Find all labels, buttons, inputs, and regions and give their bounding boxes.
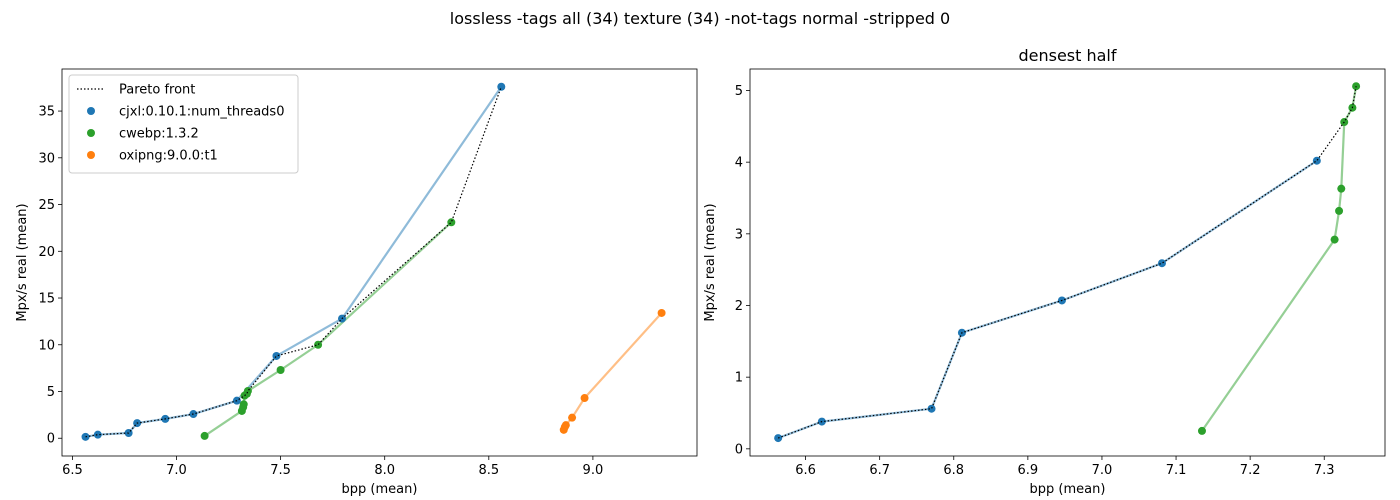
x-tick-label: 8.5 — [478, 463, 499, 478]
y-tick-label: 30 — [38, 151, 55, 166]
y-tick-label: 3 — [735, 227, 743, 242]
y-tick-label: 2 — [735, 299, 743, 314]
x-tick-label: 7.5 — [270, 463, 291, 478]
series-line — [777, 159, 1318, 440]
legend-label: oxipng:9.0.0:t1 — [119, 149, 218, 164]
data-point — [447, 218, 456, 227]
y-tick-label: 0 — [735, 442, 743, 457]
axes-frame — [749, 68, 1386, 457]
series-line — [1201, 86, 1358, 432]
data-point — [276, 366, 285, 374]
x-axis-label: bpp (mean) — [1030, 482, 1106, 497]
x-tick-label: 7.2 — [1240, 463, 1261, 478]
data-point — [927, 404, 936, 413]
plot-area — [774, 82, 1361, 443]
y-tick-label: 0 — [47, 432, 55, 447]
data-point — [561, 421, 570, 430]
x-tick-label: 9.0 — [583, 463, 604, 478]
data-point — [497, 82, 506, 91]
chart-title: densest half — [1018, 46, 1116, 65]
y-tick-label: 15 — [38, 292, 55, 307]
legend: Pareto front cjxl:0.10.1:num_threads0cweb… — [68, 74, 299, 174]
y-tick-label: 20 — [38, 245, 55, 260]
data-point — [243, 386, 252, 395]
y-axis-label: Mpx/s real (mean) — [703, 203, 718, 321]
y-tick-label: 5 — [47, 385, 55, 400]
y-tick-label: 4 — [735, 156, 743, 171]
x-tick-label: 6.7 — [869, 463, 890, 478]
y-tick-label: 5 — [735, 84, 743, 99]
y-tick-label: 25 — [38, 198, 55, 213]
data-point — [657, 308, 666, 317]
x-axis-label: bpp (mean) — [342, 482, 418, 497]
x-tick-label: 6.9 — [1018, 463, 1039, 478]
legend-marker — [87, 107, 95, 115]
legend-marker — [87, 129, 95, 137]
chart-panel-2: densest half 6.6 6.7 6.8 6.9 7.0 7.1 7.2 7.3 0 1 2 3… — [703, 46, 1386, 497]
data-point — [239, 400, 248, 409]
axes-frame — [61, 68, 698, 457]
legend-label: cwebp:1.3.2 — [119, 127, 199, 142]
data-point — [93, 430, 102, 439]
x-tick-label: 6.5 — [62, 463, 83, 478]
y-tick-label: 35 — [38, 105, 55, 120]
data-point — [568, 413, 577, 422]
pareto-front-line — [777, 86, 1357, 439]
pareto-front-line — [85, 86, 502, 438]
data-point — [1330, 235, 1339, 244]
figure-suptitle: lossless -tags all (34) texture (34) -no… — [450, 9, 950, 28]
legend-label: cjxl:0.10.1:num_threads0 — [119, 105, 284, 120]
x-tick-label: 7.0 — [166, 463, 187, 478]
data-point — [200, 431, 209, 440]
x-tick-label: 8.0 — [374, 463, 395, 478]
data-point — [1157, 259, 1166, 268]
y-tick-label: 1 — [735, 371, 743, 386]
x-tick-label: 7.3 — [1314, 463, 1335, 478]
data-point — [314, 340, 323, 349]
legend-box — [68, 74, 299, 174]
x-tick-label: 7.1 — [1166, 463, 1187, 478]
data-point — [1312, 156, 1321, 165]
data-point — [1197, 426, 1206, 435]
x-tick-label: 7.0 — [1092, 463, 1113, 478]
x-tick-label: 6.8 — [943, 463, 964, 478]
data-point — [580, 394, 589, 403]
series-line — [562, 312, 663, 431]
x-tick-label: 6.6 — [795, 463, 816, 478]
chart-panel-1: 6.5 7.0 7.5 8.0 8.5 9.0 0 5 10 15 20 25 30 35 bpp (mea… — [15, 68, 698, 497]
data-point — [1335, 206, 1344, 215]
y-axis-label: Mpx/s real (mean) — [15, 203, 30, 321]
legend-marker — [87, 151, 95, 159]
legend-label: Pareto front — [119, 83, 195, 98]
plot-area — [81, 82, 666, 441]
data-point — [1337, 184, 1346, 193]
y-tick-label: 10 — [38, 338, 55, 353]
data-point — [272, 351, 281, 360]
